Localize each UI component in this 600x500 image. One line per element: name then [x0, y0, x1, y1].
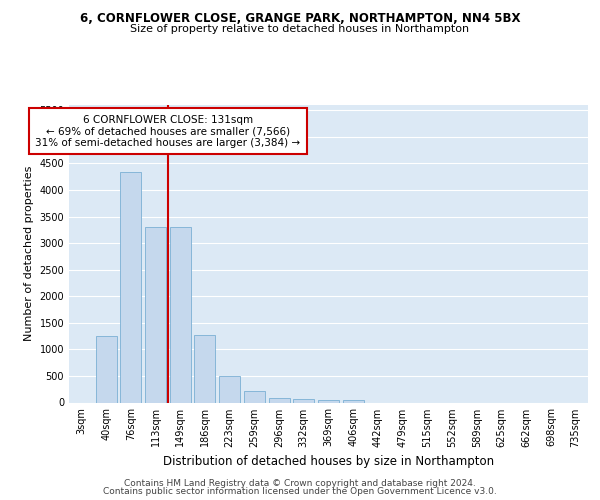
Bar	[293, 400, 314, 402]
Bar	[343, 400, 364, 402]
Text: Size of property relative to detached houses in Northampton: Size of property relative to detached ho…	[130, 24, 470, 34]
Text: 6, CORNFLOWER CLOSE, GRANGE PARK, NORTHAMPTON, NN4 5BX: 6, CORNFLOWER CLOSE, GRANGE PARK, NORTHA…	[80, 12, 520, 26]
Text: 6 CORNFLOWER CLOSE: 131sqm
← 69% of detached houses are smaller (7,566)
31% of s: 6 CORNFLOWER CLOSE: 131sqm ← 69% of deta…	[35, 114, 301, 148]
X-axis label: Distribution of detached houses by size in Northampton: Distribution of detached houses by size …	[163, 455, 494, 468]
Bar	[219, 376, 240, 402]
Bar	[244, 392, 265, 402]
Bar	[95, 336, 116, 402]
Bar	[194, 335, 215, 402]
Bar	[269, 398, 290, 402]
Bar	[170, 227, 191, 402]
Y-axis label: Number of detached properties: Number of detached properties	[24, 166, 34, 342]
Bar	[120, 172, 141, 402]
Text: Contains HM Land Registry data © Crown copyright and database right 2024.: Contains HM Land Registry data © Crown c…	[124, 478, 476, 488]
Bar	[318, 400, 339, 402]
Bar	[145, 227, 166, 402]
Text: Contains public sector information licensed under the Open Government Licence v3: Contains public sector information licen…	[103, 487, 497, 496]
